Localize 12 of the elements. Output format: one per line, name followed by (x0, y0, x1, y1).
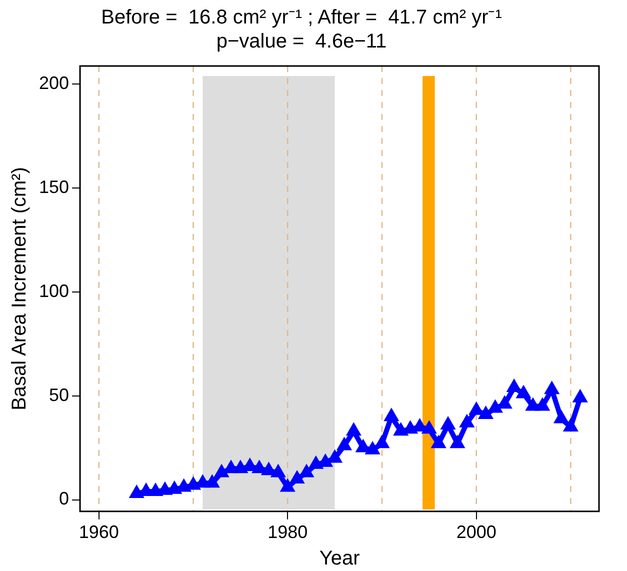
x-tick-label: 2000 (456, 522, 496, 542)
y-tick-label: 50 (49, 384, 70, 405)
x-tick-label: 1980 (268, 522, 308, 542)
y-tick-label: 200 (38, 73, 70, 94)
y-axis-title: Basal Area Increment (cm²) (8, 166, 31, 410)
y-tick-label: 100 (38, 280, 70, 301)
y-tick-label: 150 (38, 176, 70, 197)
chart-subtitle: p−value = 4.6e−11 (216, 30, 387, 53)
chart-title: Before = 16.8 cm² yr⁻¹ ; After = 41.7 cm² yr⁻¹ (101, 6, 502, 29)
y-tick-label: 0 (59, 488, 70, 509)
x-axis-title: Year (319, 548, 360, 570)
x-tick-label: 1960 (78, 522, 119, 542)
